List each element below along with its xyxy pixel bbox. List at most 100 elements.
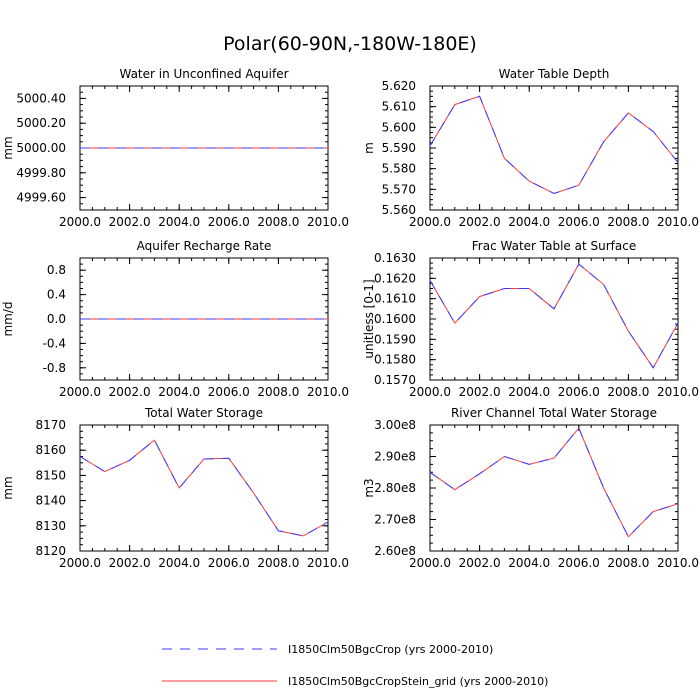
y-tick-label: 4999.60 [16, 191, 66, 205]
x-tick-label: 2004.0 [158, 215, 200, 229]
chart-panel-3: Aquifer Recharge Rate 2000.0 2002.0 2004.0 2… [1, 239, 349, 399]
y-tick-label: 4999.80 [16, 166, 66, 180]
x-tick-label: 2008.0 [257, 385, 299, 399]
chart-panel-1: Water in Unconfined Aquifer 2000.0 2002.0 2… [1, 67, 349, 229]
y-tick-label: -0.4 [43, 336, 66, 350]
x-tick-label: 2008.0 [257, 556, 299, 570]
y-tick-label: 5.600 [382, 120, 416, 134]
y-tick-label: 5000.40 [16, 91, 66, 105]
legend-label-2: I1850Clm50BgcCropStein_grid (yrs 2000-20… [288, 675, 548, 688]
panel-title: River Channel Total Water Storage [451, 406, 657, 420]
x-tick-label: 2010.0 [657, 215, 699, 229]
y-tick-label: 8160 [35, 443, 66, 457]
y-tick-label: 5.560 [382, 203, 416, 217]
y-tick-label: 0.1580 [374, 353, 416, 367]
y-tick-label: 0.4 [47, 288, 66, 302]
x-tick-label: 2006.0 [208, 215, 250, 229]
x-tick-label: 2004.0 [508, 215, 550, 229]
x-tick-label: 2004.0 [508, 556, 550, 570]
y-tick-label: 5.610 [382, 100, 416, 114]
x-tick-label: 2000.0 [59, 556, 101, 570]
panel-title: Total Water Storage [144, 406, 263, 420]
x-tick-label: 2008.0 [257, 215, 299, 229]
y-tick-label: 8120 [35, 544, 66, 558]
y-tick-label: 5000.00 [16, 141, 66, 155]
y-tick-label: 5.580 [382, 162, 416, 176]
chart-panel-2: Water Table Depth 2000.0 2002.0 2004.0 2006.… [362, 67, 699, 229]
y-tick-label: 0.1620 [374, 271, 416, 285]
series-line-1 [79, 439, 329, 537]
y-tick-label: 0.0 [47, 312, 66, 326]
y-tick-label: -0.8 [43, 361, 66, 375]
panel-title: Aquifer Recharge Rate [137, 239, 272, 253]
x-tick-label: 2006.0 [208, 385, 250, 399]
plot-frame [429, 424, 679, 552]
x-tick-label: 2006.0 [558, 385, 600, 399]
plot-frame [429, 257, 679, 381]
panel-title: Frac Water Table at Surface [472, 239, 636, 253]
y-tick-label: 8150 [35, 468, 66, 482]
figure-title: Polar(60-90N,-180W-180E) [223, 33, 477, 55]
y-tick-label: 2.60e8 [374, 544, 416, 558]
x-tick-label: 2004.0 [508, 385, 550, 399]
x-tick-label: 2008.0 [607, 385, 649, 399]
y-tick-label: 3.00e8 [374, 418, 416, 432]
x-tick-label: 2000.0 [409, 215, 451, 229]
x-tick-label: 2002.0 [109, 556, 151, 570]
x-tick-label: 2010.0 [307, 556, 349, 570]
series-line-1 [429, 427, 679, 538]
y-tick-label: 0.1600 [374, 312, 416, 326]
x-tick-label: 2010.0 [657, 385, 699, 399]
legend: I1850Clm50BgcCrop (yrs 2000-2010) I1850Cl… [162, 643, 548, 688]
x-tick-label: 2002.0 [459, 215, 501, 229]
y-tick-label: 2.80e8 [374, 481, 416, 495]
plot-frame [429, 85, 679, 211]
x-tick-label: 2002.0 [459, 385, 501, 399]
y-tick-label: 0.1610 [374, 292, 416, 306]
y-axis-label: unitless [0-1] [362, 279, 376, 358]
y-tick-label: 8170 [35, 418, 66, 432]
y-axis-label: m3 [362, 478, 376, 497]
y-tick-label: 5000.20 [16, 116, 66, 130]
x-tick-label: 2010.0 [657, 556, 699, 570]
x-tick-label: 2002.0 [459, 556, 501, 570]
y-tick-label: 0.1630 [374, 251, 416, 265]
y-axis-label: mm [1, 476, 15, 499]
y-tick-label: 8130 [35, 519, 66, 533]
y-tick-label: 0.1570 [374, 373, 416, 387]
series-line-2 [79, 439, 329, 537]
x-tick-label: 2010.0 [307, 215, 349, 229]
x-tick-label: 2008.0 [607, 556, 649, 570]
y-tick-label: 8140 [35, 494, 66, 508]
y-axis-label: mm/d [1, 301, 15, 336]
series-line-2 [429, 427, 679, 538]
x-tick-label: 2000.0 [409, 556, 451, 570]
x-tick-label: 2006.0 [208, 556, 250, 570]
x-tick-label: 2004.0 [158, 385, 200, 399]
y-tick-label: 5.590 [382, 141, 416, 155]
series-line-1 [429, 95, 679, 195]
panel-title: Water in Unconfined Aquifer [119, 67, 288, 81]
x-tick-label: 2008.0 [607, 215, 649, 229]
y-tick-label: 5.620 [382, 79, 416, 93]
x-tick-label: 2000.0 [409, 385, 451, 399]
x-tick-label: 2000.0 [59, 385, 101, 399]
x-tick-label: 2002.0 [109, 215, 151, 229]
series-line-2 [429, 95, 679, 195]
y-tick-label: 0.8 [47, 263, 66, 277]
y-axis-label: mm [1, 136, 15, 159]
y-tick-label: 2.70e8 [374, 513, 416, 527]
y-axis-label: m [362, 142, 376, 154]
plot-frame [79, 424, 329, 552]
y-tick-label: 5.570 [382, 182, 416, 196]
chart-panel-4: Frac Water Table at Surface 2000.0 2002.0 2… [362, 239, 699, 399]
series-line-2 [429, 263, 679, 369]
y-tick-label: 2.90e8 [374, 450, 416, 464]
x-tick-label: 2006.0 [558, 215, 600, 229]
x-tick-label: 2010.0 [307, 385, 349, 399]
y-tick-label: 0.1590 [374, 332, 416, 346]
series-line-1 [429, 263, 679, 369]
panel-title: Water Table Depth [499, 67, 610, 81]
